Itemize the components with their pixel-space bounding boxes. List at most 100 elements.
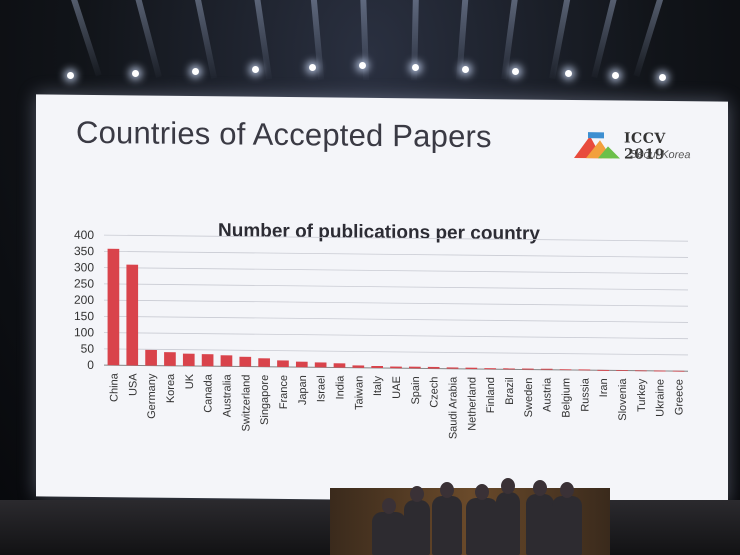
person-head	[440, 482, 454, 498]
gridline	[104, 283, 688, 291]
gridline	[104, 315, 688, 323]
bar	[559, 369, 572, 371]
x-tick-label: Switzerland	[240, 375, 252, 432]
x-tick-label: Saudi Arabia	[448, 376, 460, 439]
bar	[220, 355, 233, 367]
spotlight-icon	[462, 66, 469, 73]
person	[404, 500, 430, 555]
spotlight-icon	[252, 66, 259, 73]
person	[372, 512, 406, 555]
bar	[427, 366, 440, 369]
bar	[597, 369, 610, 371]
person-head	[475, 484, 489, 500]
bar	[653, 370, 666, 372]
x-tick-label: Brazil	[504, 377, 516, 405]
y-tick-label: 350	[74, 244, 94, 258]
x-tick-label: Finland	[485, 377, 497, 413]
bar	[145, 349, 157, 366]
y-tick-label: 250	[74, 277, 94, 291]
x-tick-label: France	[278, 375, 290, 409]
bar-chart: 0 50 100 150 200 250 300 350 400 China USA Germany K…	[74, 228, 688, 439]
conference-logo: ICCV 2019 Seoul Korea	[572, 130, 702, 167]
x-tick-label: Canada	[203, 373, 215, 413]
bar	[540, 368, 553, 370]
spotlight-icon	[192, 68, 199, 75]
bar	[484, 368, 497, 370]
bar	[578, 369, 591, 371]
x-tick-label: India	[334, 375, 346, 400]
x-tick-label: UAE	[391, 376, 403, 399]
person	[496, 492, 520, 555]
gridline	[104, 299, 688, 307]
spotlight-icon	[512, 68, 519, 75]
person-head	[410, 486, 424, 502]
logo-roof-icon	[574, 132, 620, 159]
person	[432, 496, 462, 555]
gridline	[104, 348, 688, 356]
x-tick-label: Austria	[542, 377, 554, 412]
person	[526, 494, 554, 555]
bar	[390, 366, 402, 369]
person-head	[501, 478, 515, 494]
x-tick-label: Germany	[146, 373, 158, 419]
x-tick-label: UK	[184, 373, 196, 389]
spotlight-icon	[612, 72, 619, 79]
bar	[277, 360, 289, 368]
x-tick-label: Turkey	[636, 378, 648, 412]
person-head	[533, 480, 547, 496]
person	[552, 496, 582, 555]
bar	[126, 264, 139, 366]
bar	[635, 370, 647, 372]
x-tick-label: Czech	[429, 376, 441, 407]
y-tick-label: 150	[74, 309, 94, 323]
x-tick-label: Slovenia	[617, 378, 629, 421]
y-tick-label: 100	[74, 325, 94, 339]
x-tick-label: Spain	[410, 376, 422, 404]
gridline	[104, 332, 688, 340]
x-tick-label: Ukraine	[655, 379, 667, 417]
spotlight-icon	[659, 74, 666, 81]
y-tick-label: 0	[87, 358, 94, 372]
bar	[616, 370, 628, 372]
x-tick-label: Australia	[221, 373, 233, 417]
bar	[672, 370, 685, 372]
x-tick-label: Netherland	[466, 377, 478, 431]
projection-screen: Countries of Accepted Papers ICCV 2019 S…	[36, 94, 728, 504]
bar	[239, 356, 252, 367]
spotlight-icon	[132, 70, 139, 77]
x-tick-label: Italy	[372, 375, 384, 396]
x-tick-label: Sweden	[523, 377, 535, 417]
spotlight-icon	[309, 64, 316, 71]
x-tick-label: Belgium	[561, 378, 573, 418]
x-tick-label: Iran	[598, 378, 610, 397]
bar	[164, 352, 176, 366]
gridline	[104, 267, 688, 275]
y-tick-label: 300	[74, 260, 94, 274]
x-tick-label: Russia	[579, 377, 591, 412]
bar	[371, 365, 384, 369]
spotlight-icon	[359, 62, 366, 69]
bar	[201, 354, 214, 367]
gridline	[104, 250, 688, 258]
x-tick-label: USA	[127, 373, 139, 396]
x-tick-label: China	[108, 372, 120, 402]
bar	[408, 366, 421, 369]
x-tick-label: Korea	[165, 373, 177, 403]
y-tick-label: 400	[74, 228, 94, 242]
bar	[314, 362, 327, 368]
spotlight-icon	[412, 64, 419, 71]
person-head	[382, 498, 396, 514]
x-tick-label: Greece	[674, 379, 686, 415]
bar	[295, 361, 308, 368]
y-tick-label: 50	[81, 342, 95, 356]
bar	[352, 365, 365, 368]
person	[466, 498, 498, 555]
spotlight-icon	[565, 70, 572, 77]
x-tick-label: Japan	[297, 375, 309, 405]
gridline	[104, 234, 688, 242]
bar	[446, 367, 459, 369]
bar	[522, 368, 534, 370]
bar	[503, 368, 515, 370]
person-head	[560, 482, 574, 498]
bar	[333, 363, 346, 368]
